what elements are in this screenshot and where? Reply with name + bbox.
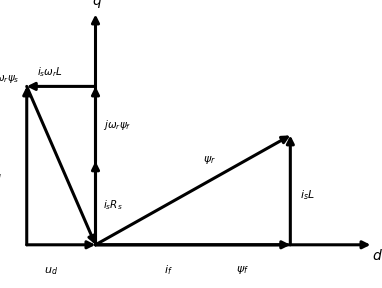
Text: $\psi_r$: $\psi_r$ <box>202 154 215 166</box>
Text: $u_q$: $u_q$ <box>0 171 2 185</box>
Text: $i_s L$: $i_s L$ <box>300 189 315 202</box>
Text: $i_f$: $i_f$ <box>163 264 173 277</box>
Text: $i_s R_s$: $i_s R_s$ <box>103 198 123 212</box>
Text: $i_s\omega_r L$: $i_s\omega_r L$ <box>37 65 63 79</box>
Text: $\psi_f$: $\psi_f$ <box>236 264 249 276</box>
Text: $j\omega_r\psi_s$: $j\omega_r\psi_s$ <box>0 71 19 85</box>
Text: $q$: $q$ <box>92 0 102 10</box>
Text: $j\omega_r\psi_f$: $j\omega_r\psi_f$ <box>103 118 131 132</box>
Text: $u_d$: $u_d$ <box>44 265 58 277</box>
Text: $d$: $d$ <box>372 248 382 263</box>
